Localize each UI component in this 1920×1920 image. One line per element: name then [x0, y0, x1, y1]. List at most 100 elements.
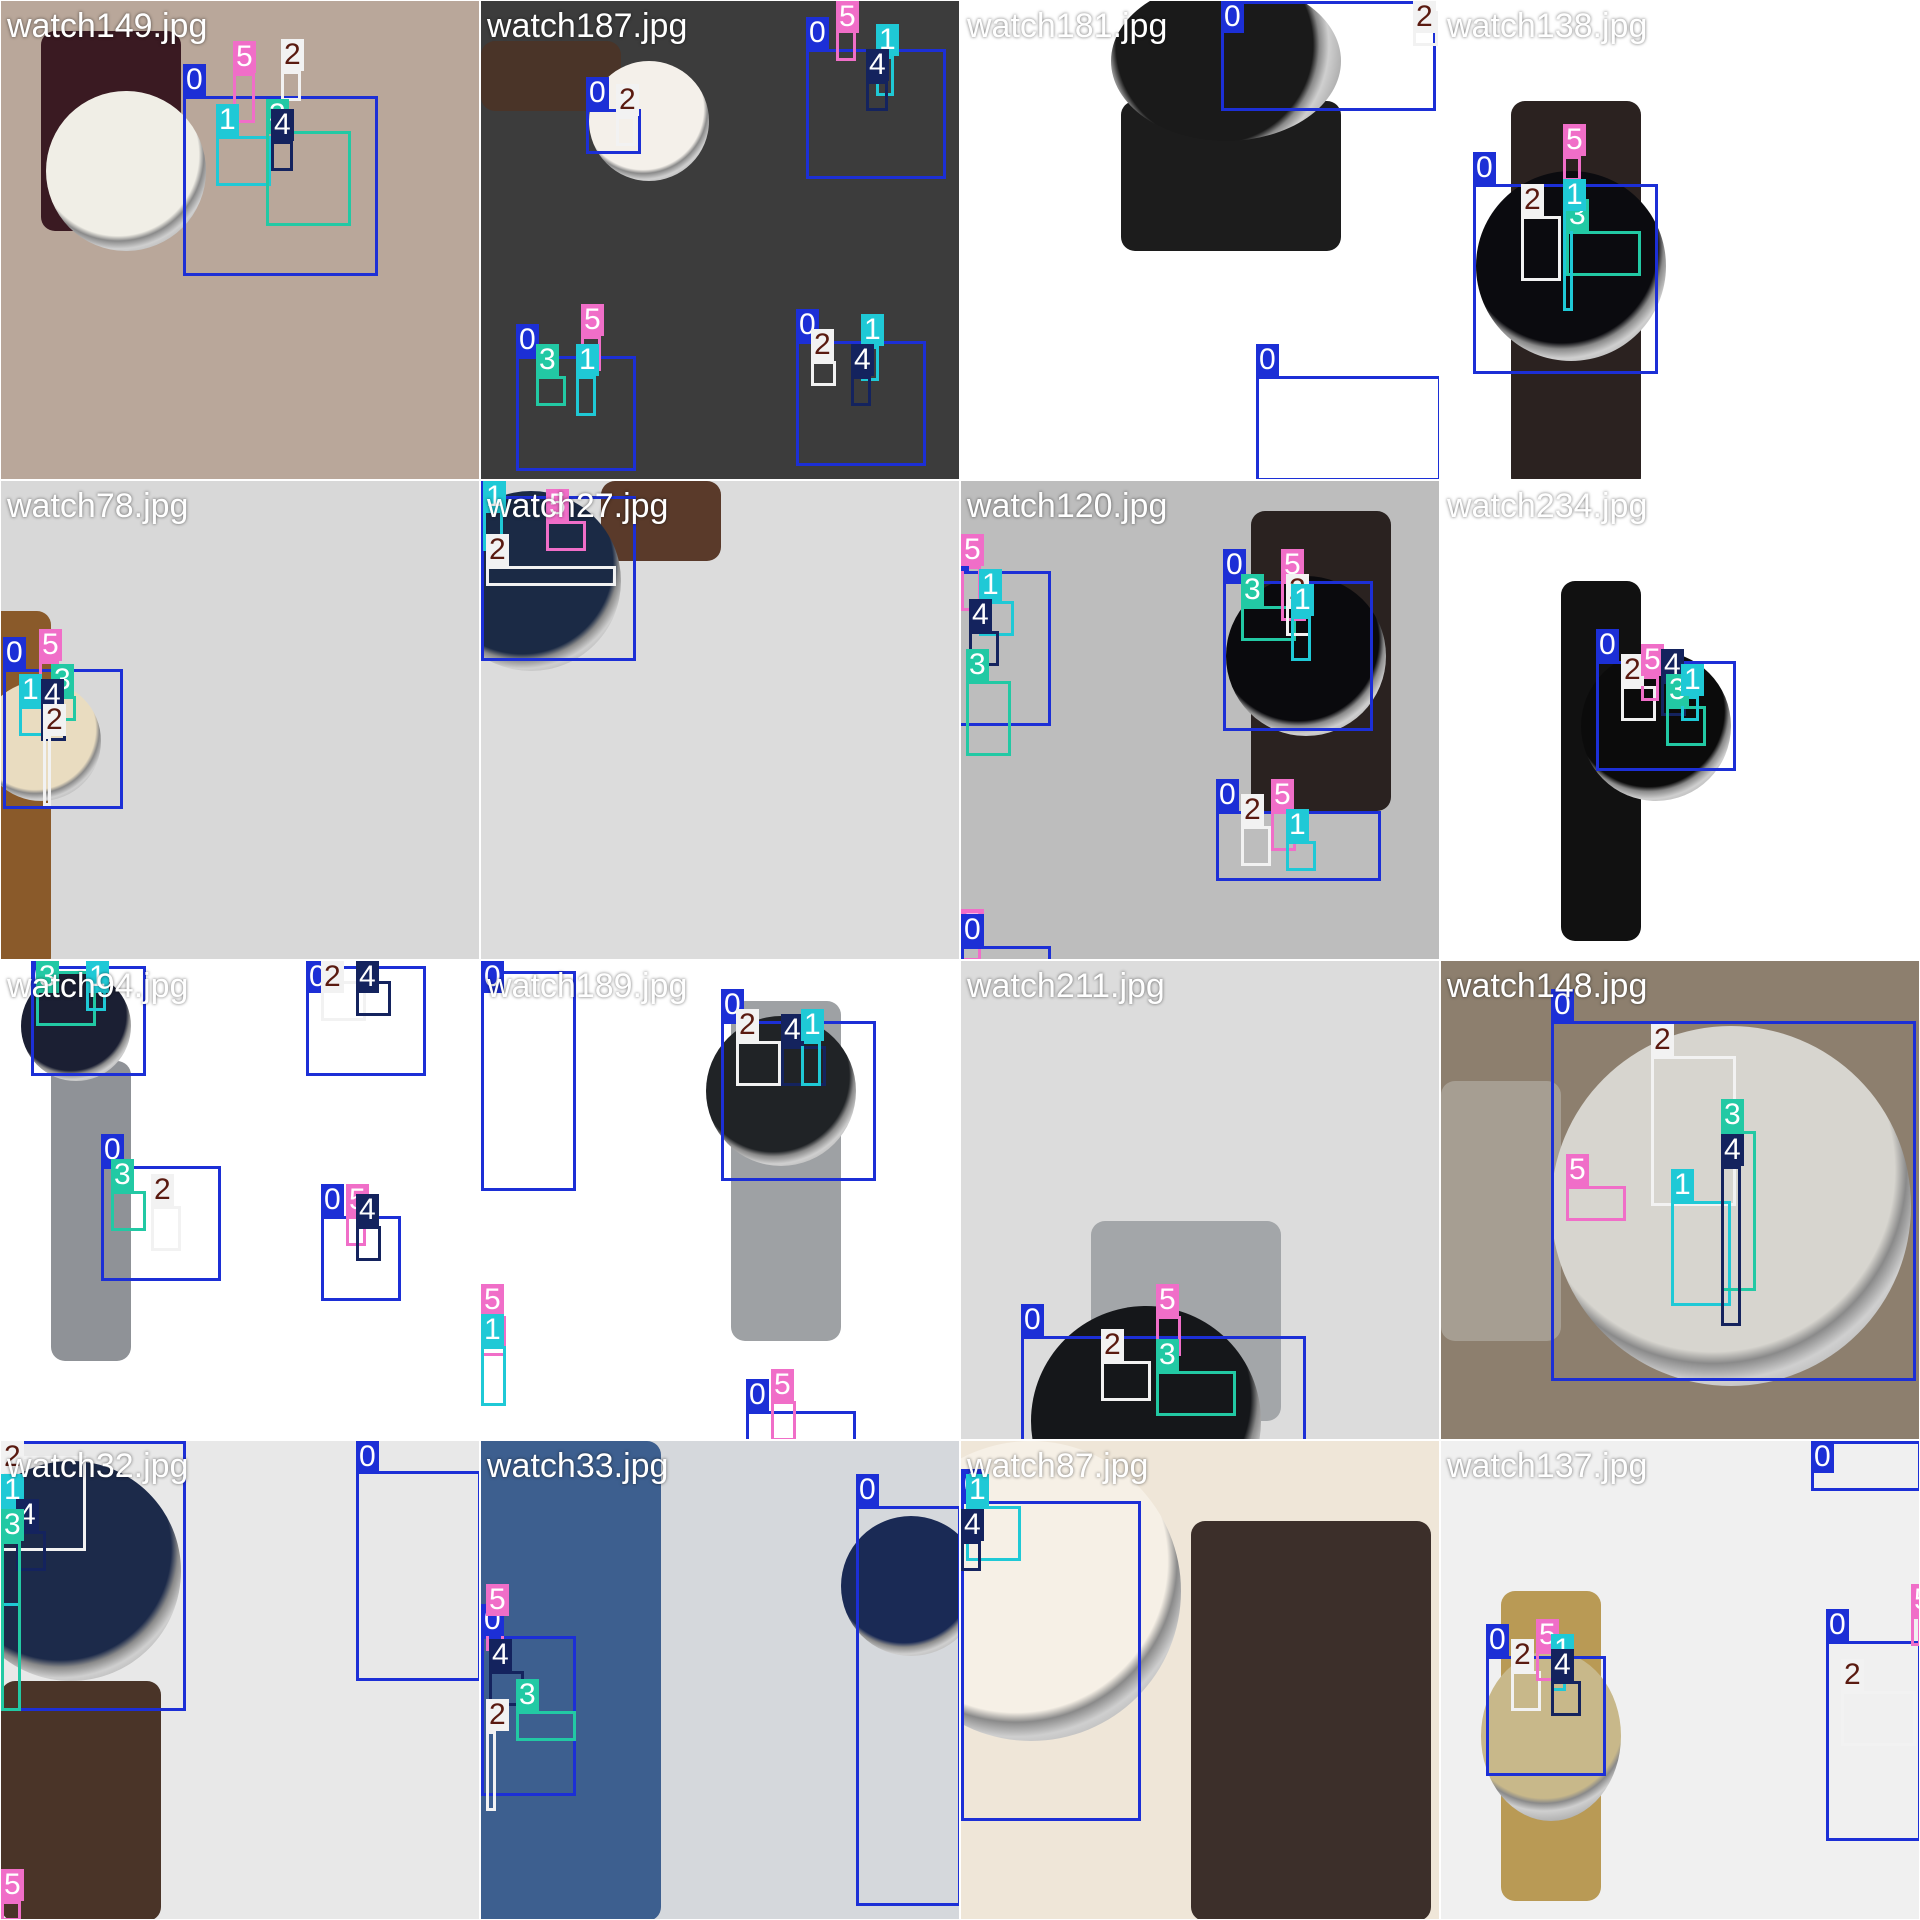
- bbox-class-3: [1566, 231, 1641, 276]
- bbox-label-4: 4: [489, 1639, 512, 1671]
- bbox-label-0: 0: [1473, 152, 1496, 184]
- watch-strap: [481, 1441, 661, 1919]
- bbox-label-0: 0: [1021, 1304, 1044, 1336]
- bbox-class-0: [481, 971, 576, 1191]
- bbox-label-3: 3: [1241, 574, 1264, 606]
- bbox-label-5: 5: [1156, 1284, 1179, 1316]
- bbox-class-5: [771, 1401, 796, 1439]
- bbox-class-4: [1551, 1681, 1581, 1716]
- bbox-class-1: [801, 1041, 821, 1086]
- bbox-class-1: [216, 136, 271, 186]
- bbox-label-2: 2: [1841, 1659, 1864, 1691]
- bbox-label-5: 5: [1566, 1154, 1589, 1186]
- bbox-class-2: [281, 71, 301, 101]
- bbox-label-4: 4: [1551, 1649, 1574, 1681]
- bbox-class-3: [1156, 1371, 1236, 1416]
- bbox-label-1: 1: [481, 1314, 504, 1346]
- tile-filename: watch234.jpg: [1447, 487, 1648, 525]
- bbox-label-0: 0: [1223, 549, 1246, 581]
- bbox-class-0: [1551, 1021, 1916, 1381]
- bbox-label-2: 2: [811, 329, 834, 361]
- tile-filename: watch120.jpg: [967, 487, 1168, 525]
- bbox-class-3: [516, 1711, 576, 1741]
- mosaic-tile: 0 2 0 watch181.jpg: [960, 0, 1440, 480]
- tile-filename: watch32.jpg: [7, 1447, 189, 1485]
- watch-strap: [51, 1061, 131, 1361]
- bbox-class-4: [1721, 1166, 1741, 1326]
- bbox-label-3: 3: [1, 1509, 24, 1541]
- bbox-class-0: [183, 96, 378, 276]
- watch-strap: [601, 481, 721, 561]
- bbox-label-2: 2: [151, 1174, 174, 1206]
- bbox-class-2: [486, 1731, 496, 1811]
- bbox-label-0: 0: [1826, 1609, 1849, 1641]
- mosaic-tile: 0 0 5 4 3 2 watch33.jpg: [480, 1440, 960, 1920]
- bbox-label-0: 0: [1596, 629, 1619, 661]
- bbox-label-0: 0: [481, 961, 504, 993]
- bbox-label-2: 2: [1, 1441, 24, 1473]
- bbox-label-1: 1: [483, 481, 506, 513]
- bbox-class-0: [586, 109, 641, 154]
- tile-filename: watch78.jpg: [7, 487, 189, 525]
- bbox-label-0: 0: [356, 1441, 379, 1473]
- bbox-label-1: 1: [966, 1474, 989, 1506]
- bbox-label-3: 3: [36, 961, 59, 993]
- bbox-class-1: [1286, 841, 1316, 871]
- tile-filename: watch94.jpg: [7, 967, 189, 1005]
- bbox-label-1: 1: [86, 961, 109, 993]
- bbox-label-2: 2: [1651, 1024, 1674, 1056]
- watch-face: [841, 1516, 959, 1656]
- mosaic-tile: 0 2 4 1 0 5 1 0 5 watch189.jpg: [480, 960, 960, 1440]
- bbox-label-1: 1: [1563, 179, 1586, 211]
- bbox-label-3: 3: [1721, 1099, 1744, 1131]
- bbox-label-5: 5: [1, 1869, 24, 1901]
- bbox-label-5: 5: [771, 1369, 794, 1401]
- bbox-label-4: 4: [356, 1194, 379, 1226]
- bbox-label-0: 0: [101, 1134, 124, 1166]
- bbox-class-3: [1666, 706, 1706, 746]
- bbox-label-2: 2: [616, 84, 639, 116]
- bbox-label-5: 5: [1281, 549, 1304, 581]
- mosaic-tile: 014watch87.jpg: [960, 1440, 1440, 1920]
- watch-strap: [1, 1681, 161, 1919]
- bbox-class-0: [961, 571, 1051, 726]
- bbox-class-5: [546, 521, 586, 551]
- bbox-label-0: 0: [516, 324, 539, 356]
- bbox-label-1: 1: [1681, 664, 1704, 696]
- bbox-class-0: [1221, 1, 1436, 111]
- mosaic-tile: 031024032054watch94.jpg: [0, 960, 480, 1440]
- bbox-class-1: [1681, 696, 1699, 721]
- bbox-label-5: 5: [961, 534, 984, 566]
- bbox-class-0: [856, 1506, 959, 1906]
- bbox-label-0: 0: [806, 17, 829, 49]
- bbox-class-1: [1671, 1201, 1731, 1306]
- bbox-class-0: [101, 1166, 221, 1281]
- bbox-class-4: [356, 1226, 381, 1261]
- bbox-label-0: 0: [1256, 344, 1279, 376]
- tile-background: [481, 961, 959, 1439]
- bbox-class-4: [271, 141, 293, 171]
- bbox-label-2: 2: [1241, 794, 1264, 826]
- bbox-label-4: 4: [969, 599, 992, 631]
- bbox-class-1: [1291, 616, 1311, 661]
- bbox-label-1: 1: [979, 569, 1002, 601]
- bbox-class-4: [866, 81, 888, 111]
- bbox-label-0: 0: [586, 77, 609, 109]
- bbox-label-2: 2: [1101, 1329, 1124, 1361]
- bbox-class-2: [616, 116, 636, 146]
- bbox-label-4: 4: [781, 1014, 804, 1046]
- bbox-label-1: 1: [1671, 1169, 1694, 1201]
- tile-filename: watch27.jpg: [487, 487, 669, 525]
- bbox-label-0: 0: [321, 1184, 344, 1216]
- bbox-class-0: [746, 1411, 856, 1439]
- bbox-class-2: [151, 1206, 181, 1251]
- bbox-label-0: 0: [746, 1379, 769, 1411]
- bbox-label-0: 0: [1551, 989, 1574, 1021]
- tile-filename: watch138.jpg: [1447, 7, 1648, 45]
- bbox-class-4: [851, 376, 871, 406]
- watch-face: [589, 61, 709, 181]
- tile-filename: watch189.jpg: [487, 967, 688, 1005]
- watch-strap: [1191, 1521, 1431, 1919]
- bbox-class-3: [111, 1191, 146, 1231]
- bbox-label-5: 5: [233, 41, 256, 73]
